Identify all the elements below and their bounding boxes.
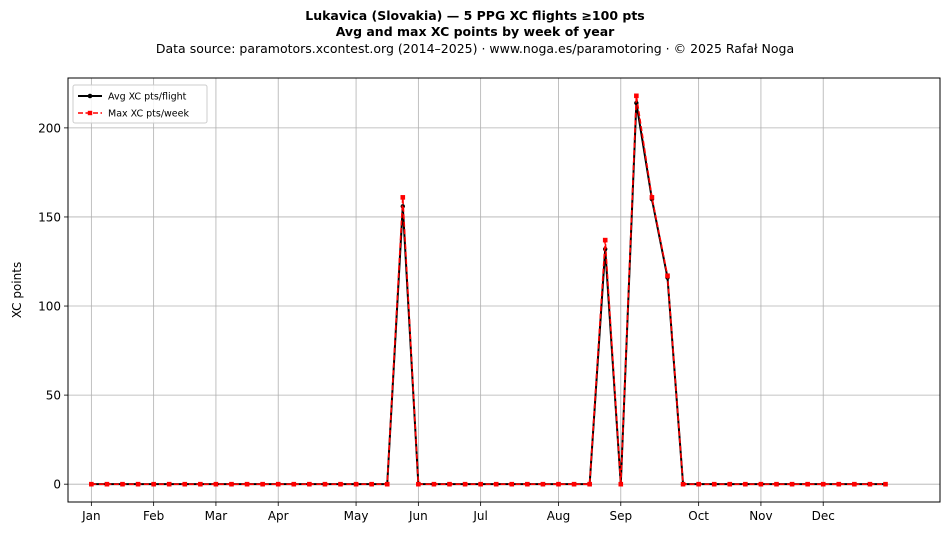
- max-point: [711, 481, 717, 487]
- max-point: [322, 481, 328, 487]
- max-point: [525, 481, 530, 487]
- axis-ticks: Jan Feb Mar Apr May Jun Jul Aug Sep Oct Nov Dec 0 50 1…: [38, 121, 835, 523]
- max-point: [89, 481, 94, 487]
- max-point: [805, 481, 810, 487]
- chart-subtitle: Avg and max XC points by week of year: [335, 24, 615, 39]
- plot-frame: [67, 77, 941, 503]
- max-point: [665, 273, 670, 279]
- legend: Avg XC pts/flight Max XC pts/week: [72, 84, 208, 124]
- y-tick-label: 100: [38, 300, 61, 314]
- max-point: [478, 481, 483, 487]
- max-point: [680, 481, 686, 487]
- max-point: [743, 481, 748, 487]
- max-point: [820, 481, 826, 487]
- max-point: [400, 195, 406, 200]
- max-point: [571, 481, 577, 487]
- max-point: [774, 481, 779, 487]
- y-tick-label: 150: [38, 210, 61, 224]
- max-point: [758, 481, 764, 487]
- y-tick-label: 0: [53, 478, 61, 492]
- max-point: [602, 237, 608, 243]
- max-point: [369, 481, 374, 487]
- max-point: [384, 481, 390, 487]
- grid-lines: [68, 78, 940, 502]
- max-point: [867, 481, 873, 487]
- y-tick-label: 200: [38, 121, 61, 135]
- chart-titles: Lukavica (Slovakia) — 5 PPG XC flights ≥…: [0, 8, 950, 58]
- max-point: [135, 481, 141, 487]
- x-tick-label: Feb: [143, 509, 164, 523]
- max-point: [649, 195, 655, 200]
- max-point: [104, 481, 110, 487]
- max-point: [416, 481, 421, 487]
- legend-avg-label: Avg XC pts/flight: [108, 92, 187, 103]
- max-point: [182, 481, 188, 487]
- max-point: [587, 481, 592, 487]
- max-point: [509, 481, 515, 487]
- max-point: [836, 481, 842, 487]
- x-tick-label: May: [344, 509, 369, 523]
- x-tick-label: Oct: [688, 509, 709, 523]
- max-point: [213, 481, 219, 487]
- max-point: [244, 481, 250, 487]
- x-tick-label: Sep: [609, 509, 632, 523]
- max-point: [493, 481, 499, 487]
- x-tick-label: Dec: [812, 509, 835, 523]
- max-point: [198, 481, 203, 487]
- chart-source: Data source: paramotors.xcontest.org (20…: [155, 41, 795, 56]
- max-point: [291, 481, 297, 487]
- series-line-avg: [91, 101, 886, 486]
- max-point: [338, 481, 343, 487]
- y-tick-label: 50: [46, 389, 61, 403]
- max-point: [727, 481, 733, 487]
- max-point: [431, 481, 437, 487]
- series-line-max: [91, 95, 886, 485]
- max-point: [229, 481, 234, 487]
- legend-box: [72, 84, 208, 124]
- series-layer: [89, 93, 888, 487]
- max-point: [883, 481, 888, 487]
- x-tick-label: Nov: [749, 509, 772, 523]
- x-tick-label: Mar: [205, 509, 228, 523]
- x-tick-label: Aug: [547, 509, 570, 523]
- x-tick-label: Jul: [472, 509, 487, 523]
- legend-max-marker: [87, 110, 93, 116]
- max-point: [540, 481, 546, 487]
- max-point: [852, 481, 857, 487]
- max-point: [353, 481, 359, 487]
- max-point: [618, 481, 624, 487]
- max-point: [275, 481, 281, 487]
- max-point: [307, 481, 312, 487]
- max-point: [151, 481, 156, 487]
- max-point: [556, 481, 561, 487]
- x-tick-label: Jan: [81, 509, 101, 523]
- max-point: [789, 481, 795, 487]
- max-point: [120, 481, 125, 487]
- max-point: [260, 481, 265, 487]
- x-tick-label: Apr: [268, 509, 289, 523]
- x-tick-label: Jun: [408, 509, 428, 523]
- max-point: [166, 481, 172, 487]
- legend-avg-marker: [87, 93, 93, 99]
- y-axis-label: XC points: [10, 262, 24, 318]
- max-point: [447, 481, 452, 487]
- chart-title: Lukavica (Slovakia) — 5 PPG XC flights ≥…: [305, 8, 645, 23]
- max-point: [696, 481, 701, 487]
- max-point: [634, 93, 639, 99]
- legend-max-label: Max XC pts/week: [108, 109, 189, 120]
- max-point: [462, 481, 468, 487]
